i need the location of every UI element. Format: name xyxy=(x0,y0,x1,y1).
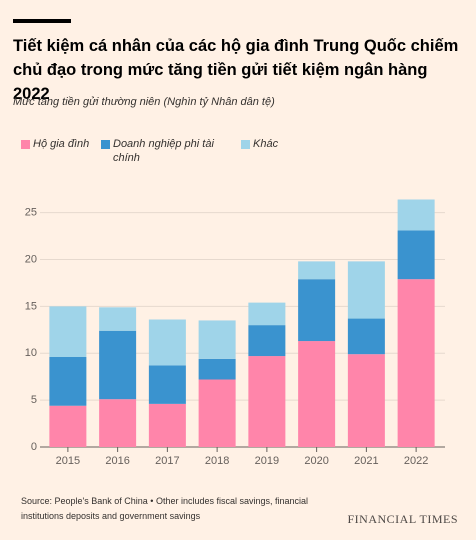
bar-segment xyxy=(248,302,286,326)
x-tick-label: 2016 xyxy=(105,455,129,467)
x-tick-label: 2015 xyxy=(56,455,80,467)
x-tick-label: 2022 xyxy=(404,455,428,467)
legend-swatch xyxy=(21,140,30,149)
x-tick-label: 2019 xyxy=(255,455,279,467)
y-tick-label: 15 xyxy=(25,300,37,312)
bar-segment xyxy=(397,230,435,280)
bar-segment xyxy=(347,261,385,319)
bar-segment xyxy=(148,403,186,447)
bar-segment xyxy=(347,354,385,447)
bar-segment xyxy=(347,318,385,355)
legend-swatch xyxy=(101,140,110,149)
bar-segment xyxy=(248,325,286,357)
bar-segment xyxy=(298,341,336,447)
bar-segment xyxy=(397,199,435,231)
bar-segment xyxy=(298,279,336,342)
legend-item: Doanh nghiệp phi tài chính xyxy=(101,137,231,165)
bar-segment xyxy=(49,405,87,447)
legend-item: Hộ gia đình xyxy=(21,137,101,151)
bar-segment xyxy=(49,306,87,357)
bar-segment xyxy=(298,261,336,280)
bar-segment xyxy=(198,358,236,380)
brand: FINANCIAL TIMES xyxy=(347,512,458,526)
chart: 0 5 10 15 20 25 2015 2016 2017 2018 2019 2020 2021 20… xyxy=(25,199,445,467)
x-tick-label: 2020 xyxy=(304,455,328,467)
y-tick-label: 25 xyxy=(25,207,37,219)
y-tick-label: 10 xyxy=(25,347,37,359)
x-tick-label: 2017 xyxy=(155,455,179,467)
legend-label: Khác xyxy=(253,138,279,150)
legend-label: Doanh nghiệp phi tài chính xyxy=(113,138,214,164)
bar-segment xyxy=(198,320,236,359)
y-tick-label: 20 xyxy=(25,253,37,265)
x-tick-label: 2021 xyxy=(354,455,378,467)
y-tick-label: 0 xyxy=(31,441,37,453)
bar-segment xyxy=(99,330,137,400)
legend-item: Khác xyxy=(241,137,301,151)
top-bar xyxy=(13,19,71,23)
chart-title: Tiết kiệm cá nhân của các hộ gia đình Tr… xyxy=(13,37,459,103)
bar-segment xyxy=(99,307,137,331)
bar-segment xyxy=(248,356,286,447)
bar-segment xyxy=(397,279,435,447)
bar-segment xyxy=(148,319,186,366)
y-tick-label: 5 xyxy=(31,394,37,406)
chart-subtitle: Mức tăng tiền gửi thường niên (Nghìn tỷ … xyxy=(13,96,275,108)
source-note: Source: People's Bank of China • Other i… xyxy=(21,496,309,521)
legend-swatch xyxy=(241,140,250,149)
bar-segment xyxy=(198,379,236,447)
x-tick-label: 2018 xyxy=(205,455,229,467)
bar-segment xyxy=(49,357,87,406)
bar-segment xyxy=(99,399,137,447)
bar-segment xyxy=(148,365,186,404)
legend-label: Hộ gia đình xyxy=(33,138,90,150)
